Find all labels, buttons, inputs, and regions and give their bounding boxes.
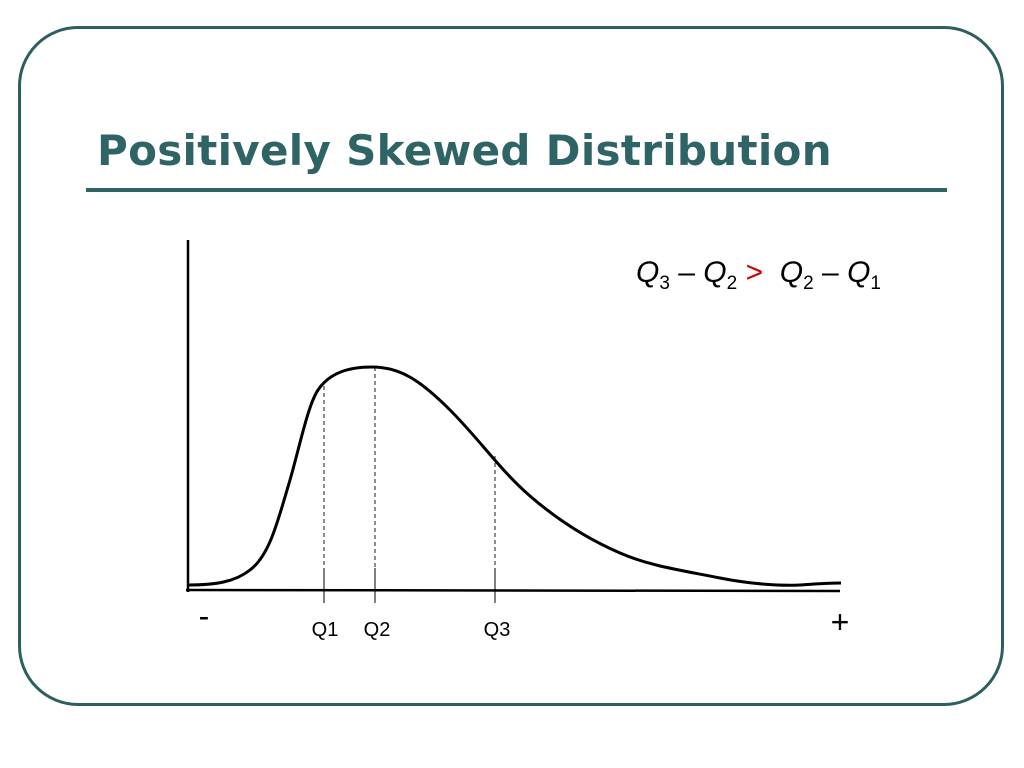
distribution-curve [187,365,842,587]
formula-q3-subscript: 3 [659,273,670,294]
formula-q3-symbol: Q [636,256,660,289]
slide-title: Positively Skewed Distribution [97,126,832,175]
x-axis [185,588,841,593]
title-underline [86,188,947,192]
formula-q1-subscript: 1 [870,273,881,294]
q3-label: Q3 [484,619,511,641]
formula-q2-symbol-right: Q [779,256,804,289]
formula-greater-than: > [745,256,764,289]
formula-q2-subscript-right: 2 [803,273,814,294]
formula-minus-left: – [678,256,695,289]
positive-end-label: + [831,604,850,640]
formula-minus-right: – [822,256,839,289]
formula-q2-subscript-left: 2 [726,273,738,294]
q1-label: Q1 [312,619,339,641]
formula-q2-symbol-left: Q [703,256,727,289]
quartile-inequality: Q3 – Q2 > Q2 – Q1 [636,256,881,295]
slide-frame [18,26,1004,706]
q2-label: Q2 [364,619,391,641]
formula-q1-symbol: Q [847,256,871,289]
negative-end-label: - [199,598,210,634]
